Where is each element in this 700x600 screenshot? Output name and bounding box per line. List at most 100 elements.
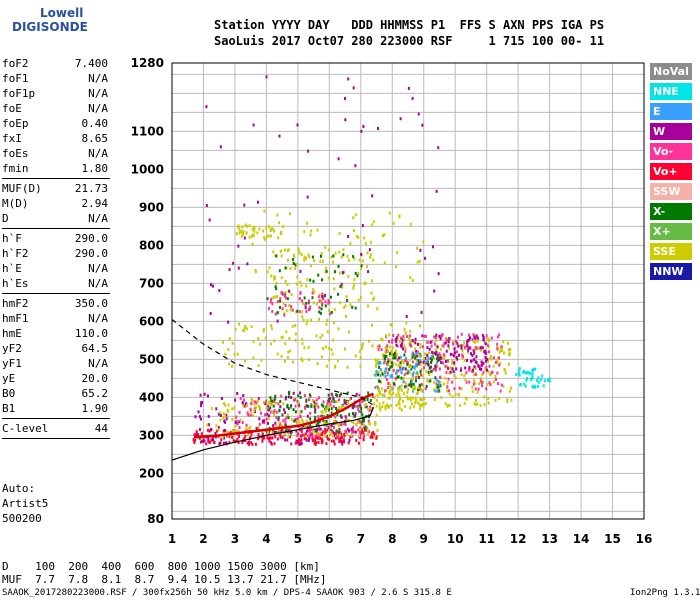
echo-point bbox=[238, 410, 241, 414]
echo-point bbox=[280, 254, 283, 258]
echo-point bbox=[414, 341, 417, 345]
echo-point bbox=[423, 334, 426, 338]
echo-point bbox=[367, 415, 370, 419]
echo-point bbox=[458, 344, 461, 348]
echo-point bbox=[324, 270, 327, 274]
echo-point bbox=[419, 407, 422, 411]
echo-point bbox=[243, 236, 246, 240]
echo-point bbox=[477, 364, 480, 368]
echo-point bbox=[245, 231, 248, 235]
echo-point bbox=[301, 315, 304, 319]
echo-point bbox=[377, 370, 380, 374]
echo-point bbox=[526, 370, 529, 374]
echo-point bbox=[240, 234, 243, 238]
echo-point bbox=[325, 405, 328, 409]
echo-point bbox=[284, 342, 287, 346]
echo-point bbox=[388, 396, 391, 400]
echo-point bbox=[403, 353, 406, 357]
echo-point bbox=[301, 342, 304, 346]
echo-point bbox=[357, 441, 360, 445]
echo-point bbox=[273, 397, 276, 401]
echo-point bbox=[375, 362, 378, 366]
echo-point bbox=[455, 350, 458, 354]
echo-point bbox=[367, 430, 370, 434]
echo-point bbox=[387, 405, 390, 409]
echo-point bbox=[504, 371, 507, 375]
echo-point bbox=[315, 404, 318, 408]
echo-point bbox=[310, 404, 313, 408]
echo-point bbox=[288, 289, 291, 293]
echo-point bbox=[396, 358, 399, 362]
echo-point bbox=[377, 348, 380, 352]
echo-point bbox=[479, 377, 482, 381]
echo-point bbox=[201, 439, 204, 443]
echo-point bbox=[303, 437, 306, 441]
echo-point bbox=[405, 315, 408, 319]
echo-point bbox=[265, 399, 268, 403]
y-tick-label: 1000 bbox=[131, 162, 164, 176]
echo-point bbox=[391, 361, 394, 365]
param-row: fmin 1.80 bbox=[2, 161, 110, 176]
param-row: foEp 0.40 bbox=[2, 116, 110, 131]
echo-point bbox=[303, 230, 306, 234]
echo-point bbox=[300, 252, 303, 256]
echo-point bbox=[376, 429, 379, 433]
echo-point bbox=[419, 363, 422, 367]
echo-point bbox=[409, 329, 412, 333]
echo-point bbox=[280, 335, 283, 339]
echo-point bbox=[496, 335, 499, 339]
echo-point bbox=[325, 364, 328, 368]
echo-point bbox=[309, 305, 312, 309]
echo-point bbox=[435, 378, 438, 382]
echo-point bbox=[417, 112, 420, 116]
echo-point bbox=[394, 353, 397, 357]
param-key: yF2 bbox=[2, 342, 22, 355]
echo-point bbox=[395, 352, 398, 356]
param-value: 20.0 bbox=[81, 372, 109, 385]
echo-point bbox=[391, 387, 394, 391]
echo-point bbox=[323, 433, 326, 437]
echo-point bbox=[356, 404, 359, 408]
echo-point bbox=[548, 379, 551, 383]
echo-point bbox=[472, 333, 475, 337]
echo-point bbox=[239, 397, 242, 401]
echo-point bbox=[208, 423, 211, 427]
echo-point bbox=[256, 231, 259, 235]
echo-point bbox=[474, 365, 477, 369]
param-row: foF2 7.400 bbox=[2, 56, 110, 71]
echo-point bbox=[399, 364, 402, 368]
echo-point bbox=[473, 402, 476, 406]
echo-point bbox=[412, 340, 415, 344]
echo-point bbox=[384, 370, 387, 374]
echo-point bbox=[482, 380, 485, 384]
echo-point bbox=[208, 218, 211, 222]
echo-point bbox=[346, 432, 349, 436]
echo-point bbox=[494, 374, 497, 378]
legend-entry-nnw: NNW bbox=[650, 263, 692, 280]
ionogram-chart: 1 2 3 4 5 6 7 8 9 10 11 12 13 14 15 1680200300400500600… bbox=[131, 56, 653, 546]
echo-point bbox=[281, 307, 284, 311]
echo-point bbox=[285, 330, 288, 334]
param-key: yF1 bbox=[2, 357, 22, 370]
echo-point bbox=[365, 403, 368, 407]
echo-point bbox=[472, 382, 475, 386]
echo-point bbox=[317, 434, 320, 438]
echo-point bbox=[444, 341, 447, 345]
echo-point bbox=[203, 392, 206, 396]
echo-point bbox=[321, 410, 324, 414]
echo-point bbox=[381, 338, 384, 342]
profile-dashed-line bbox=[171, 319, 374, 406]
echo-point bbox=[484, 359, 487, 363]
echo-point bbox=[271, 227, 274, 231]
echo-point bbox=[269, 436, 272, 440]
echo-point bbox=[282, 419, 285, 423]
echo-point bbox=[442, 353, 445, 357]
echo-point bbox=[418, 324, 421, 328]
echo-point bbox=[291, 360, 294, 364]
echo-point bbox=[471, 385, 474, 389]
echo-point bbox=[394, 338, 397, 342]
x-tick-label: 7 bbox=[357, 532, 365, 546]
echo-point bbox=[244, 359, 247, 363]
echo-point bbox=[284, 304, 287, 308]
echo-point bbox=[284, 411, 287, 415]
